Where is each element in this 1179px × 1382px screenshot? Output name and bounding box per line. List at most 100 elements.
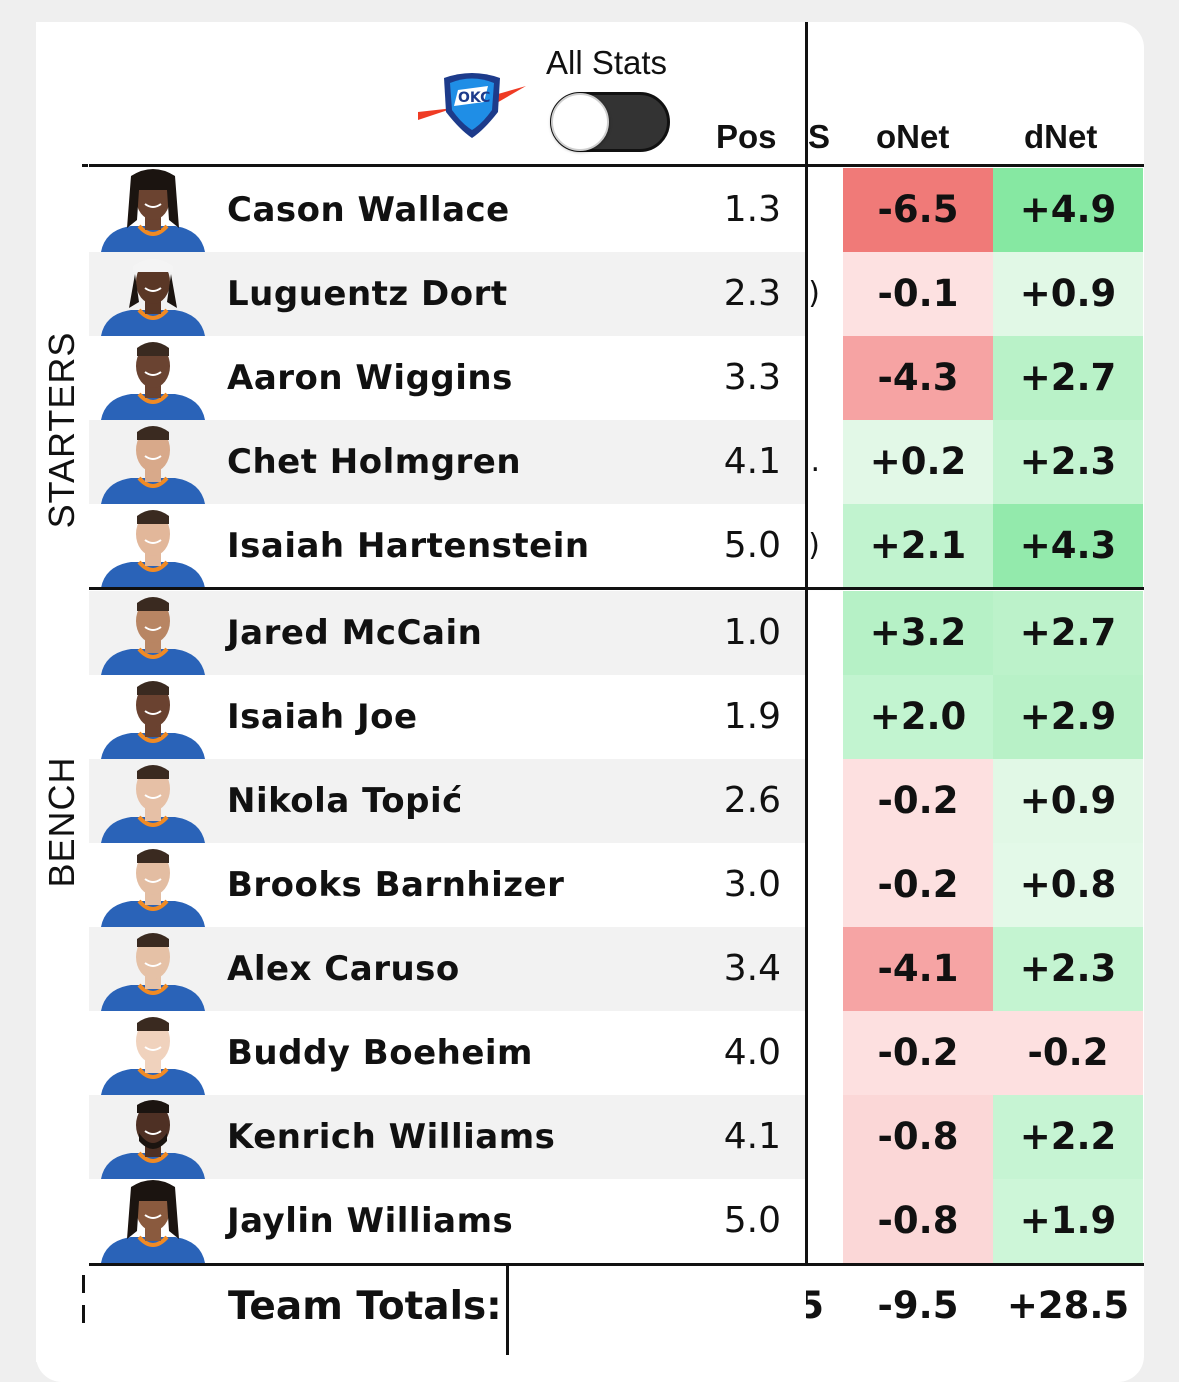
all-stats-toggle[interactable] bbox=[550, 92, 670, 152]
row-background bbox=[89, 252, 805, 336]
clipped-column-cell bbox=[808, 336, 832, 420]
player-position: 4.1 bbox=[723, 441, 781, 482]
onet-cell: +2.0 bbox=[843, 675, 993, 759]
player-avatar bbox=[95, 420, 211, 504]
clipped-column-cell bbox=[808, 168, 832, 252]
player-name[interactable]: Kenrich Williams bbox=[227, 1117, 556, 1157]
clipped-column-cell bbox=[808, 843, 832, 927]
player-avatar bbox=[95, 1095, 211, 1179]
onet-cell: +3.2 bbox=[843, 591, 993, 675]
player-position: 3.3 bbox=[723, 357, 781, 398]
okc-thunder-logo: OKC bbox=[418, 73, 526, 138]
totals-onet: -9.5 bbox=[877, 1284, 959, 1327]
player-position: 3.0 bbox=[723, 864, 781, 905]
player-avatar bbox=[95, 759, 211, 843]
player-name[interactable]: Jaylin Williams bbox=[227, 1201, 514, 1241]
player-position: 1.9 bbox=[723, 696, 781, 737]
player-row[interactable]: Jared McCain 1.0 +3.2 +2.7 bbox=[89, 591, 1144, 675]
clipped-column-cell bbox=[808, 759, 832, 843]
player-name[interactable]: Buddy Boeheim bbox=[227, 1033, 533, 1073]
player-row[interactable]: Cason Wallace 1.3 -6.5 +4.9 bbox=[89, 168, 1144, 252]
player-row[interactable]: Jaylin Williams 5.0 -0.8 +1.9 bbox=[89, 1179, 1144, 1263]
clipped-column-cell: . bbox=[808, 420, 832, 504]
player-row[interactable]: Brooks Barnhizer 3.0 -0.2 +0.8 bbox=[89, 843, 1144, 927]
totals-dnet: +28.5 bbox=[1006, 1284, 1130, 1327]
player-position: 1.0 bbox=[723, 612, 781, 653]
player-position: 1.3 bbox=[723, 189, 781, 230]
clipped-column-text: ) bbox=[808, 528, 820, 563]
row-marker bbox=[82, 1305, 85, 1323]
player-name[interactable]: Jared McCain bbox=[227, 613, 483, 653]
dnet-cell: +4.3 bbox=[993, 504, 1143, 588]
player-row[interactable]: Chet Holmgren 4.1. +0.2 +2.3 bbox=[89, 420, 1144, 504]
player-row[interactable]: Isaiah Joe 1.9 +2.0 +2.9 bbox=[89, 675, 1144, 759]
row-background bbox=[89, 675, 805, 759]
dnet-cell: +2.3 bbox=[993, 420, 1143, 504]
onet-cell: +0.2 bbox=[843, 420, 993, 504]
clipped-column-cell bbox=[808, 1095, 832, 1179]
player-name[interactable]: Aaron Wiggins bbox=[227, 358, 513, 398]
player-position: 5.0 bbox=[723, 1200, 781, 1241]
row-background bbox=[89, 336, 805, 420]
player-avatar bbox=[95, 336, 211, 420]
onet-cell: -0.8 bbox=[843, 1095, 993, 1179]
player-name[interactable]: Isaiah Joe bbox=[227, 697, 418, 737]
dnet-cell: +1.9 bbox=[993, 1179, 1143, 1263]
player-name[interactable]: Alex Caruso bbox=[227, 949, 460, 989]
totals-divider bbox=[89, 1263, 1144, 1266]
player-avatar bbox=[95, 168, 211, 252]
onet-cell: -0.2 bbox=[843, 1011, 993, 1095]
player-position: 5.0 bbox=[723, 525, 781, 566]
dnet-cell: +0.8 bbox=[993, 843, 1143, 927]
row-marker bbox=[82, 164, 88, 167]
player-row[interactable]: Isaiah Hartenstein 5.0) +2.1 +4.3 bbox=[89, 504, 1144, 588]
player-row[interactable]: Aaron Wiggins 3.3 -4.3 +2.7 bbox=[89, 336, 1144, 420]
player-row[interactable]: Alex Caruso 3.4 -4.1 +2.3 bbox=[89, 927, 1144, 1011]
player-position: 2.6 bbox=[723, 780, 781, 821]
player-name[interactable]: Cason Wallace bbox=[227, 190, 510, 230]
dnet-cell: -0.2 bbox=[993, 1011, 1143, 1095]
player-avatar bbox=[95, 252, 211, 336]
clipped-column-cell bbox=[808, 1179, 832, 1263]
player-position: 3.4 bbox=[723, 948, 781, 989]
frozen-column-divider bbox=[805, 22, 808, 1264]
player-name[interactable]: Chet Holmgren bbox=[227, 442, 522, 482]
column-header-onet[interactable]: oNet bbox=[876, 118, 950, 155]
clipped-column-text: ) bbox=[808, 276, 820, 311]
column-header-hidden: S bbox=[808, 118, 830, 158]
row-background bbox=[89, 1179, 805, 1263]
dnet-cell: +2.2 bbox=[993, 1095, 1143, 1179]
row-marker bbox=[82, 1275, 85, 1293]
clipped-column-cell: ) bbox=[808, 504, 832, 588]
row-background bbox=[89, 591, 805, 675]
player-name[interactable]: Luguentz Dort bbox=[227, 274, 508, 314]
player-name[interactable]: Nikola Topić bbox=[227, 781, 463, 821]
totals-column-divider bbox=[506, 1265, 509, 1355]
totals-hidden-text: 5 bbox=[806, 1284, 824, 1327]
group-label-starters: STARTERS bbox=[41, 331, 82, 529]
player-avatar bbox=[95, 675, 211, 759]
toggle-knob[interactable] bbox=[551, 93, 609, 151]
player-avatar bbox=[95, 591, 211, 675]
column-header-dnet[interactable]: dNet bbox=[1024, 118, 1098, 155]
onet-cell: -4.1 bbox=[843, 927, 993, 1011]
player-name[interactable]: Isaiah Hartenstein bbox=[227, 526, 590, 566]
onet-cell: -6.5 bbox=[843, 168, 993, 252]
clipped-column-cell bbox=[808, 927, 832, 1011]
dnet-cell: +2.7 bbox=[993, 591, 1143, 675]
row-background bbox=[89, 504, 805, 588]
player-name[interactable]: Brooks Barnhizer bbox=[227, 865, 565, 905]
dnet-cell: +0.9 bbox=[993, 759, 1143, 843]
player-row[interactable]: Luguentz Dort 2.3) -0.1 +0.9 bbox=[89, 252, 1144, 336]
player-row[interactable]: Nikola Topić 2.6 -0.2 +0.9 bbox=[89, 759, 1144, 843]
dnet-cell: +2.3 bbox=[993, 927, 1143, 1011]
header-divider bbox=[89, 164, 1144, 167]
onet-cell: -0.8 bbox=[843, 1179, 993, 1263]
group-sidebar bbox=[36, 22, 89, 1362]
player-avatar bbox=[95, 1179, 211, 1263]
player-row[interactable]: Kenrich Williams 4.1 -0.8 +2.2 bbox=[89, 1095, 1144, 1179]
row-background bbox=[89, 420, 805, 504]
player-row[interactable]: Buddy Boeheim 4.0 -0.2 -0.2 bbox=[89, 1011, 1144, 1095]
column-header-pos[interactable]: Pos bbox=[716, 118, 777, 155]
row-background bbox=[89, 927, 805, 1011]
